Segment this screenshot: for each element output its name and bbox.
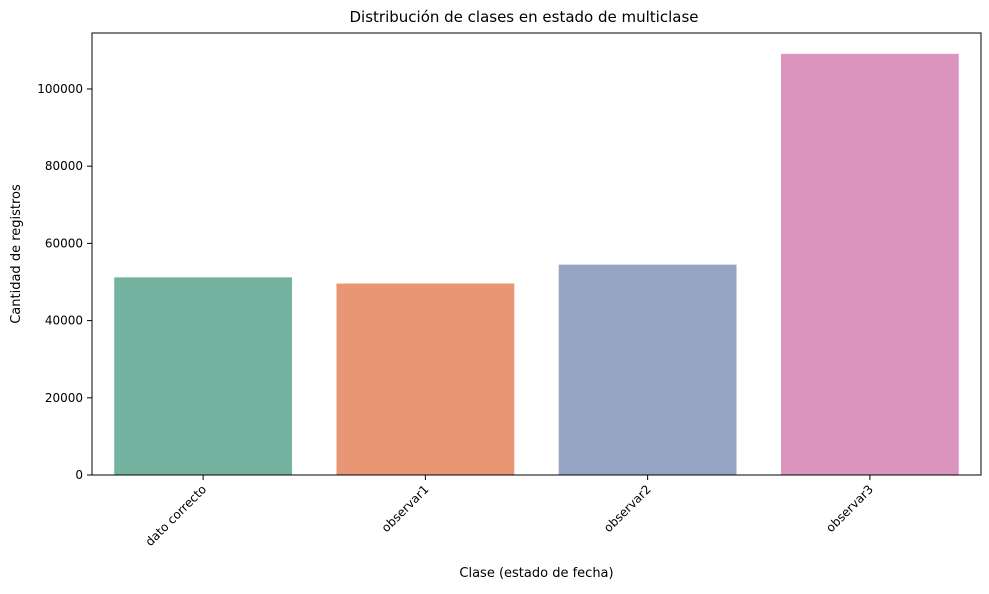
x-tick-label: observar2	[601, 482, 654, 535]
y-tick-label: 40000	[45, 314, 83, 328]
bar-observar3	[780, 53, 959, 476]
bar-observar1	[336, 283, 515, 475]
x-axis-ticks: dato correcto observar1 observar2 observar3	[143, 475, 876, 549]
bar-observar2	[558, 264, 737, 475]
y-tick-label: 100000	[37, 82, 83, 96]
x-axis-label: Clase (estado de fecha)	[459, 566, 613, 581]
bar-dato-correcto	[114, 277, 293, 475]
chart-title: Distribución de clases en estado de mult…	[350, 8, 699, 26]
y-tick-label: 0	[75, 468, 83, 482]
x-tick-label: dato correcto	[143, 482, 210, 549]
x-tick-label: observar3	[823, 482, 876, 535]
y-axis-ticks: 0 20000 40000 60000 80000 100000	[37, 82, 92, 482]
x-tick-label: observar1	[379, 482, 432, 535]
y-tick-label: 80000	[45, 159, 83, 173]
y-axis-label: Cantidad de registros	[9, 184, 24, 324]
bars	[114, 53, 959, 476]
y-tick-label: 60000	[45, 236, 83, 250]
plot-frame	[91, 32, 982, 476]
y-tick-label: 20000	[45, 391, 83, 405]
